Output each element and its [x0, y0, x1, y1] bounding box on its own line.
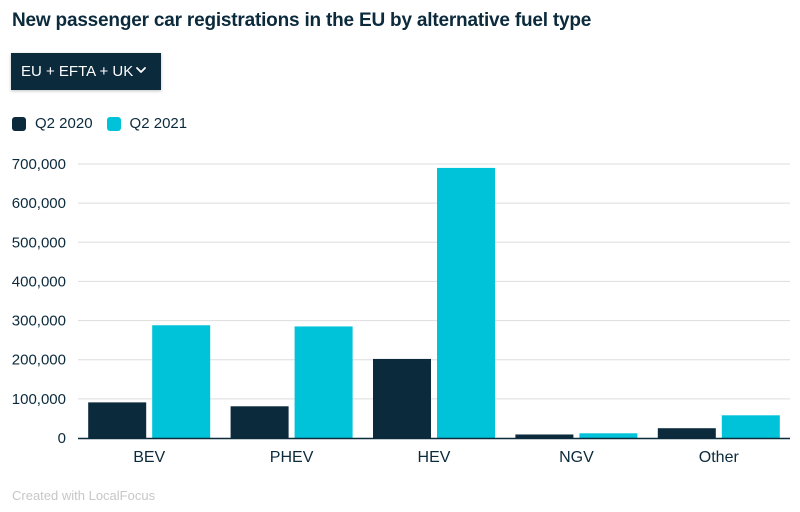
legend-swatch-q2-2020 [12, 116, 26, 131]
bar-q2-2020-other [657, 428, 716, 438]
y-tick-label: 100,000 [12, 391, 66, 408]
footer-credit: Created with LocalFocus [12, 488, 156, 503]
y-tick-label: 300,000 [12, 313, 66, 330]
x-tick-label: PHEV [270, 449, 314, 466]
bar-q2-2020-phev [230, 406, 289, 438]
legend-label-q2-2020: Q2 2020 [35, 115, 93, 132]
y-tick-label: 500,000 [12, 234, 66, 251]
bar-q2-2021-phev [294, 326, 353, 438]
bar-q2-2021-other [721, 415, 780, 438]
chart-title: New passenger car registrations in the E… [12, 10, 592, 31]
y-tick-label: 700,000 [12, 156, 66, 173]
bar-q2-2020-bev [88, 402, 147, 438]
bar-chart: 0 100,000 200,000 300,000 400,000 500,000 600,… [12, 156, 790, 466]
chevron-down-icon [136, 67, 146, 73]
legend-item-q2-2020[interactable]: Q2 2020 [12, 115, 93, 132]
bar-q2-2020-hev [373, 358, 431, 438]
bar-q2-2021-bev [152, 325, 211, 438]
y-tick-label: 400,000 [12, 273, 66, 290]
x-tick-label: Other [699, 449, 740, 466]
x-tick-label: NGV [559, 449, 594, 466]
y-tick-label: 0 [58, 430, 66, 447]
bar-q2-2021-hev [437, 167, 495, 438]
chart-legend: Q2 2020 Q2 2021 [12, 115, 201, 132]
legend-item-q2-2021[interactable]: Q2 2021 [106, 115, 188, 132]
region-dropdown-label: EU + EFTA + UK [21, 63, 134, 80]
legend-swatch-q2-2021 [106, 116, 121, 131]
y-tick-label: 600,000 [12, 195, 66, 212]
bar-q2-2020-ngv [515, 434, 574, 438]
x-tick-label: HEV [418, 449, 451, 466]
bar-q2-2021-ngv [579, 433, 638, 438]
legend-label-q2-2021: Q2 2021 [129, 115, 188, 132]
x-tick-label: BEV [133, 449, 165, 466]
y-tick-label: 200,000 [12, 352, 66, 369]
region-dropdown[interactable]: EU + EFTA + UK [11, 53, 161, 90]
